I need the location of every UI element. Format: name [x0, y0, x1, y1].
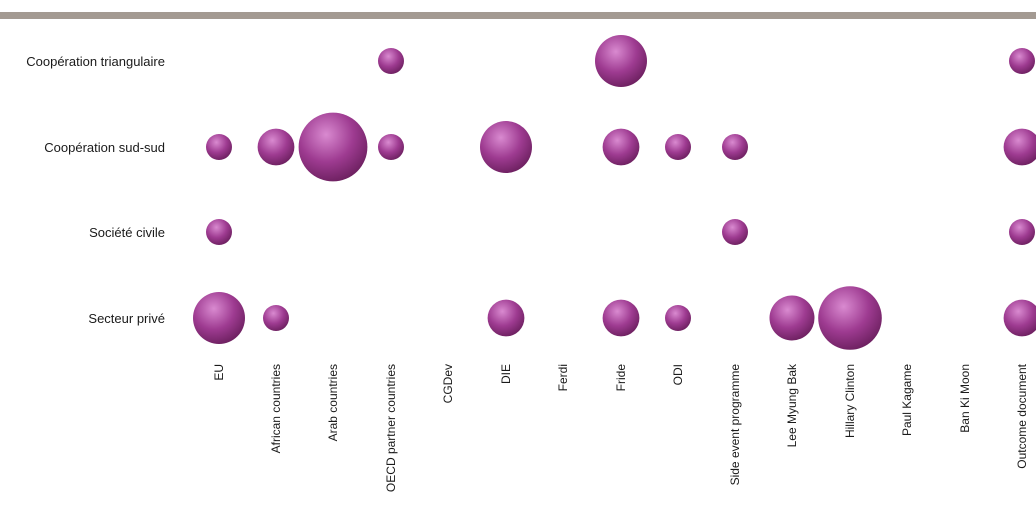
bubble-secteur-prive-lee-myung-bak	[769, 295, 815, 341]
column-label-outcome-document: Outcome document	[1015, 363, 1029, 468]
bubble-cooperation-triangulaire-fride	[595, 35, 647, 87]
column-label-die: DIE	[499, 364, 513, 384]
row-label-cooperation-sud-sud: Coopération sud-sud	[44, 140, 165, 155]
column-label-african-countries: African countries	[269, 364, 283, 453]
column-label-oecd-partner-countries: OECD partner countries	[384, 364, 398, 492]
bubble-secteur-prive-fride	[602, 299, 640, 337]
column-label-ferdi: Ferdi	[556, 364, 570, 391]
bubble-cooperation-sud-sud-outcome-document	[1003, 128, 1036, 166]
bubble-cooperation-triangulaire-oecd-partner-countries	[378, 48, 404, 74]
column-label-eu: EU	[212, 364, 226, 381]
top-rule	[0, 12, 1036, 19]
bubble-societe-civile-side-event-programme	[722, 219, 748, 245]
column-label-side-event-programme: Side event programme	[728, 364, 742, 486]
column-label-hillary-clinton: Hillary Clinton	[843, 364, 857, 438]
column-label-lee-myung-bak: Lee Myung Bak	[785, 363, 799, 447]
bubble-societe-civile-outcome-document	[1009, 219, 1035, 245]
bubble-secteur-prive-african-countries	[263, 305, 289, 331]
bubble-cooperation-sud-sud-side-event-programme	[722, 134, 748, 160]
bubble-cooperation-sud-sud-fride	[602, 128, 640, 166]
bubble-cooperation-sud-sud-african-countries	[257, 128, 295, 166]
bubble-cooperation-sud-sud-arab-countries	[298, 112, 368, 182]
row-label-secteur-prive: Secteur privé	[88, 311, 165, 326]
column-label-arab-countries: Arab countries	[326, 364, 340, 441]
column-label-ban-ki-moon: Ban Ki Moon	[958, 364, 972, 433]
column-label-cgdev: CGDev	[441, 364, 455, 403]
column-label-paul-kagame: Paul Kagame	[900, 364, 914, 436]
row-labels: Coopération triangulaire Coopération sud-…	[26, 54, 165, 326]
column-label-odi: ODI	[671, 364, 685, 385]
bubble-secteur-prive-eu	[193, 292, 245, 344]
bubble-societe-civile-eu	[206, 219, 232, 245]
row-label-societe-civile: Société civile	[89, 225, 165, 240]
bubble-cooperation-sud-sud-oecd-partner-countries	[378, 134, 404, 160]
bubbles-layer	[193, 35, 1036, 350]
row-label-cooperation-triangulaire: Coopération triangulaire	[26, 54, 165, 69]
column-label-fride: Fride	[614, 364, 628, 392]
bubble-secteur-prive-outcome-document	[1003, 299, 1036, 337]
bubble-cooperation-sud-sud-die	[480, 121, 532, 173]
bubble-secteur-prive-odi	[665, 305, 691, 331]
column-labels: EU African countries Arab countries OECD pa…	[212, 363, 1029, 492]
bubble-cooperation-sud-sud-eu	[206, 134, 232, 160]
bubble-secteur-prive-die	[487, 299, 525, 337]
bubble-cooperation-triangulaire-outcome-document	[1009, 48, 1035, 74]
bubble-secteur-prive-hillary-clinton	[818, 286, 882, 350]
bubble-cooperation-sud-sud-odi	[665, 134, 691, 160]
